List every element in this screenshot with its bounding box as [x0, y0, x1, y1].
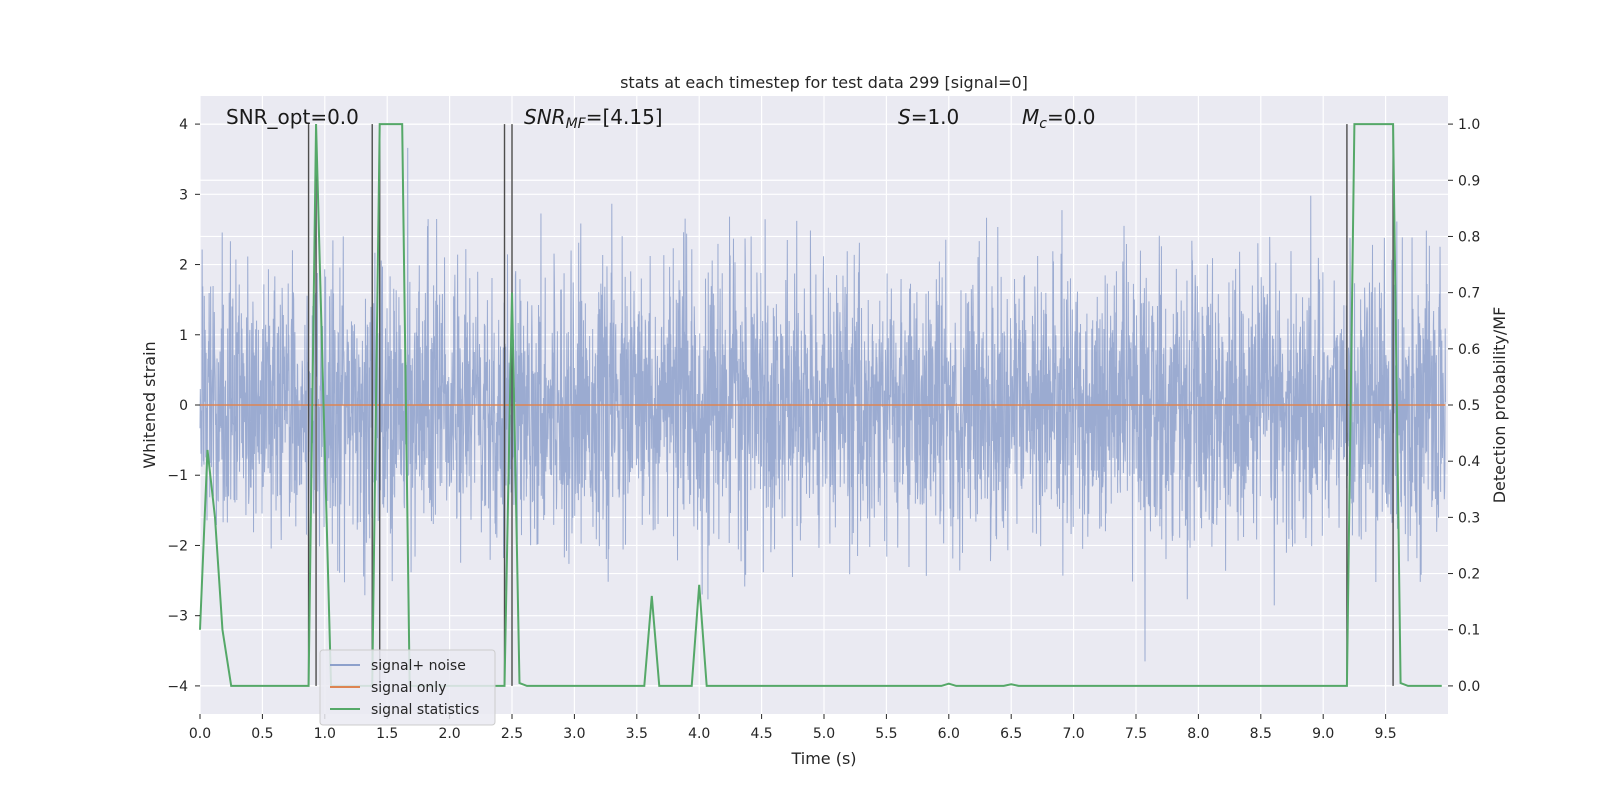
- y-tick-label: −1: [167, 468, 188, 484]
- x-tick-label: 3.5: [626, 726, 648, 742]
- mc-base: M: [1022, 105, 1039, 129]
- mc-annotation: Mc=0.0: [1022, 105, 1096, 132]
- legend-label-signal-statistics: signal statistics: [371, 702, 479, 718]
- x-tick-label: 1.0: [314, 726, 336, 742]
- x-tick-label: 6.0: [938, 726, 960, 742]
- y-tick-label: −3: [167, 609, 188, 625]
- y2-tick-label: 0.2: [1458, 567, 1480, 583]
- x-tick-label: 0.5: [251, 726, 273, 742]
- x-axis-label: Time (s): [790, 749, 856, 768]
- y2-tick-label: 0.4: [1458, 454, 1480, 470]
- x-tick-label: 3.0: [563, 726, 585, 742]
- y-tick-label: −4: [167, 679, 188, 695]
- x-tick-label: 5.5: [875, 726, 897, 742]
- s-annotation: S=1.0: [898, 105, 959, 129]
- y-tick-label: 3: [179, 187, 188, 203]
- x-tick-label: 9.5: [1374, 726, 1396, 742]
- signal-noise-line: [199, 147, 1446, 662]
- x-tick-label: 5.0: [813, 726, 835, 742]
- x-tick-label: 8.0: [1187, 726, 1209, 742]
- mc-value: =0.0: [1047, 105, 1096, 129]
- snr-mf-base: SNR: [524, 105, 566, 129]
- x-tick-label: 6.5: [1000, 726, 1022, 742]
- chart-title: stats at each timestep for test data 299…: [620, 73, 1028, 92]
- y2-tick-label: 0.1: [1458, 623, 1480, 639]
- y-tick-label: 1: [179, 328, 188, 344]
- y2-tick-label: 0.6: [1458, 342, 1480, 358]
- y-tick-label: 4: [179, 117, 188, 133]
- legend-box: [319, 649, 496, 726]
- y-tick-label: 2: [179, 258, 188, 274]
- y2-tick-label: 0.9: [1458, 173, 1480, 189]
- snr-mf-value: =[4.15]: [586, 105, 663, 129]
- s-symbol: S: [898, 105, 911, 129]
- x-tick-label: 4.5: [750, 726, 772, 742]
- y-tick-label: −2: [167, 538, 188, 554]
- x-tick-label: 0.0: [189, 726, 211, 742]
- snr-mf-annotation: SNRMF=[4.15]: [524, 105, 663, 132]
- s-value: =1.0: [911, 105, 960, 129]
- y2-tick-label: 0.7: [1458, 286, 1480, 302]
- tick-layer: 0.0 0.5 1.0 1.5 2.0 2.5 3.0 3.5 4.0 4.5 5.0 5.5 6.0 6…: [167, 117, 1480, 742]
- marker-layer: [307, 124, 1394, 686]
- signal-statistics-line: [199, 123, 1442, 687]
- noise-layer: [199, 147, 1446, 662]
- y2-tick-label: 0.0: [1458, 679, 1480, 695]
- x-tick-label: 9.0: [1312, 726, 1334, 742]
- mc-sub: c: [1039, 116, 1047, 132]
- x-tick-label: 4.0: [688, 726, 710, 742]
- y2-tick-label: 0.3: [1458, 510, 1480, 526]
- y2-tick-label: 0.5: [1458, 398, 1480, 414]
- y-axis-label: Whitened strain: [140, 341, 159, 468]
- x-tick-label: 2.0: [438, 726, 460, 742]
- y-tick-label: 0: [179, 398, 188, 414]
- stat-layer: [199, 123, 1442, 687]
- legend-label-signal-only: signal only: [371, 680, 446, 696]
- y2-axis-label: Detection probability/MF: [1490, 307, 1509, 504]
- snr-mf-sub: MF: [566, 116, 587, 132]
- snr-opt-annotation: SNR_opt=0.0: [226, 105, 359, 129]
- y2-tick-label: 1.0: [1458, 117, 1480, 133]
- x-tick-label: 8.5: [1250, 726, 1272, 742]
- legend-label-signal-noise: signal+ noise: [371, 658, 466, 674]
- x-tick-label: 2.5: [501, 726, 523, 742]
- x-tick-label: 1.5: [376, 726, 398, 742]
- legend: signal+ noise signal only signal statist…: [319, 649, 496, 726]
- x-tick-label: 7.0: [1062, 726, 1084, 742]
- y2-tick-label: 0.8: [1458, 229, 1480, 245]
- x-tick-label: 7.5: [1125, 726, 1147, 742]
